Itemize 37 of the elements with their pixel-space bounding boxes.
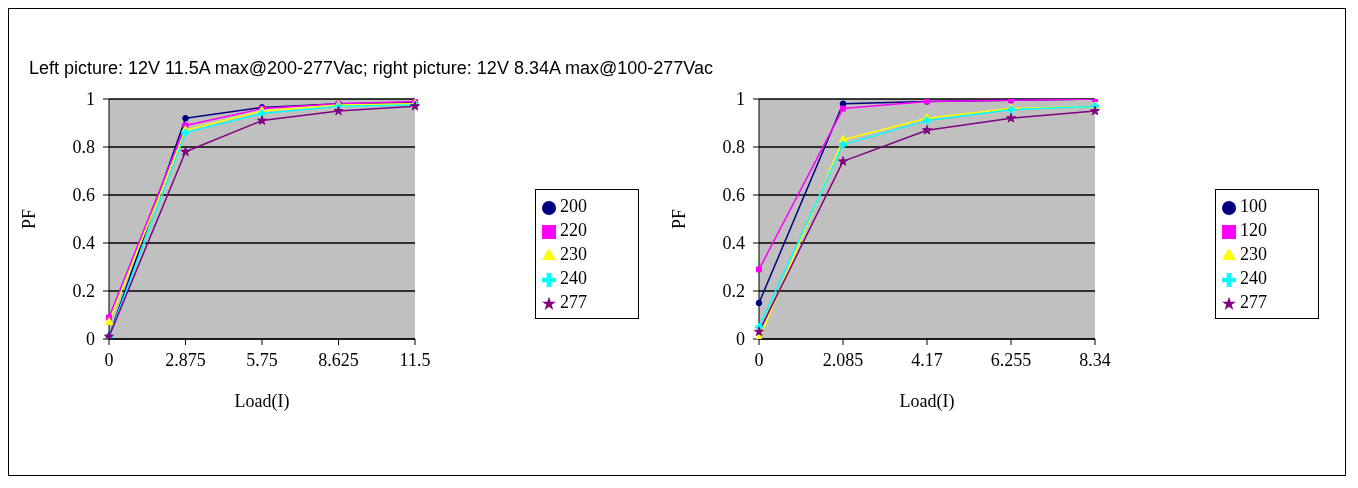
y-tick-label: 1	[86, 89, 95, 110]
legend-label: 277	[560, 292, 587, 312]
x-tick-label: 2.875	[165, 349, 206, 370]
y-axis-title: PF	[669, 208, 690, 230]
x-tick-label: 5.75	[246, 349, 278, 370]
y-tick-label: 0.8	[722, 137, 745, 158]
legend-label: 120	[1240, 220, 1267, 240]
y-tick-label: 0.6	[722, 185, 745, 206]
x-tick-label: 4.17	[911, 349, 943, 370]
x-tick-label: 0	[104, 349, 114, 370]
legend-label: 240	[560, 268, 587, 288]
y-axis-title: PF	[19, 208, 40, 230]
legend-label: 220	[560, 220, 587, 240]
legend-label: 100	[1240, 196, 1267, 216]
legend-label: 200	[560, 196, 587, 216]
legend-label: 230	[1240, 244, 1267, 264]
y-tick-label: 0	[86, 329, 95, 350]
x-tick-label: 6.255	[990, 349, 1032, 370]
y-tick-label: 1	[736, 89, 745, 110]
x-tick-label: 2.085	[822, 349, 864, 370]
x-tick-label: 8.625	[318, 349, 359, 370]
x-tick-label: 8.34	[1079, 349, 1111, 370]
y-tick-label: 0.2	[72, 281, 95, 302]
x-tick-label: 0	[754, 349, 764, 370]
y-tick-label: 0.6	[72, 185, 95, 206]
legend-label: 240	[1240, 268, 1267, 288]
x-axis-title: Load(I)	[899, 391, 955, 412]
x-tick-label: 11.5	[399, 349, 431, 370]
y-tick-label: 0	[736, 329, 745, 350]
legend-label: 230	[560, 244, 587, 264]
y-tick-label: 0.4	[72, 233, 95, 254]
x-axis-title: Load(I)	[234, 391, 290, 412]
y-tick-label: 0.8	[72, 137, 95, 158]
chart-title: Left picture: 12V 11.5A max@200-277Vac; right picture: 12V 8.34A max@100-277Vac	[29, 58, 713, 79]
y-tick-label: 0.2	[722, 281, 745, 302]
y-tick-label: 0.4	[722, 233, 745, 254]
legend-label: 277	[1240, 292, 1267, 312]
